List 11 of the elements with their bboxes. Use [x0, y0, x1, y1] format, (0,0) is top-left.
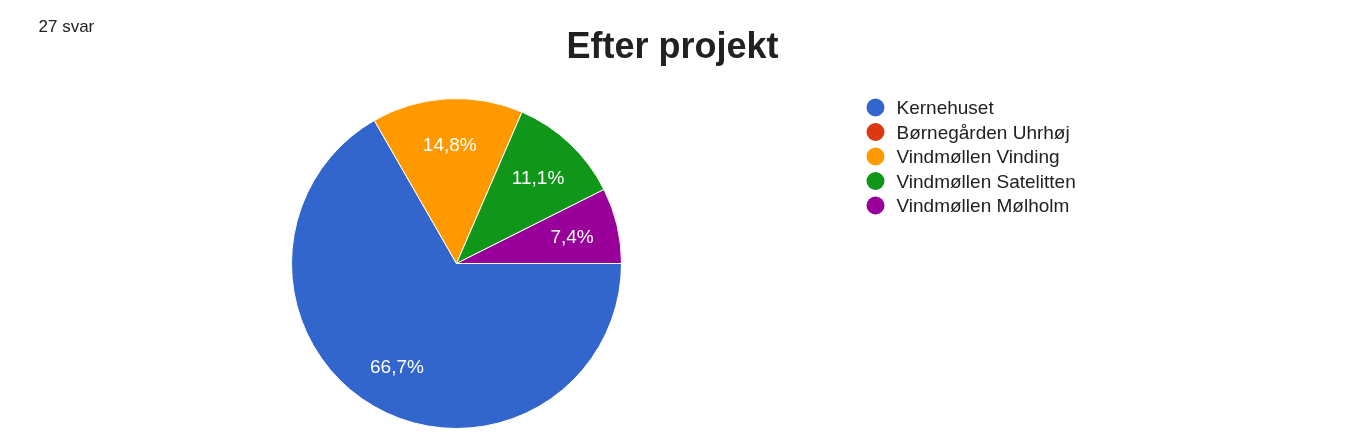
data-label: 11,1%: [511, 166, 565, 188]
data-label: 7,4%: [550, 225, 594, 247]
data-label: 14,8%: [422, 134, 477, 156]
legend-label: Børnegården Uhrhøj: [896, 121, 1070, 143]
data-label: 66,7%: [370, 355, 425, 377]
legend-label: Vindmøllen Vinding: [896, 146, 1060, 167]
legend-label: Vindmøllen Mølholm: [896, 195, 1070, 216]
legend-label: Kernehuset: [896, 97, 995, 118]
text: 27 svar: [38, 17, 95, 36]
chart-title: Efter projekt: [566, 25, 779, 66]
legend-label: Vindmøllen Satelitten: [896, 170, 1076, 192]
